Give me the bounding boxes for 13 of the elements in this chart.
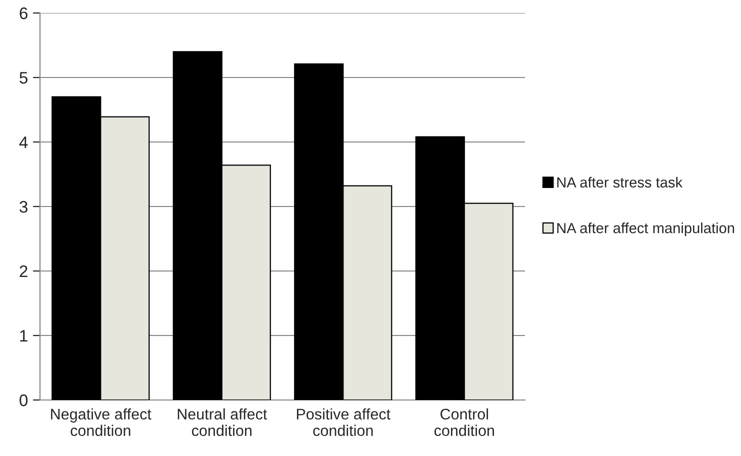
y-tick-label: 2 — [20, 265, 28, 278]
x-tick-label: Positive affect condition — [296, 408, 390, 436]
y-tick-label: 1 — [20, 330, 28, 342]
y-tick-label: 0 — [20, 394, 28, 406]
x-tick-label: Negative affect condition — [51, 408, 152, 436]
x-tick-label: Control condition — [434, 408, 494, 436]
y-tick-label: 4 — [19, 136, 28, 148]
y-tick-label: 6 — [20, 7, 28, 20]
legend-label: NA after stress task — [557, 176, 683, 188]
y-tick-label: 3 — [20, 200, 28, 213]
legend-label: NA after affect manipulation — [557, 222, 734, 236]
x-tick-label: Neutral affect condition — [178, 408, 268, 436]
y-tick-label: 5 — [20, 72, 28, 84]
